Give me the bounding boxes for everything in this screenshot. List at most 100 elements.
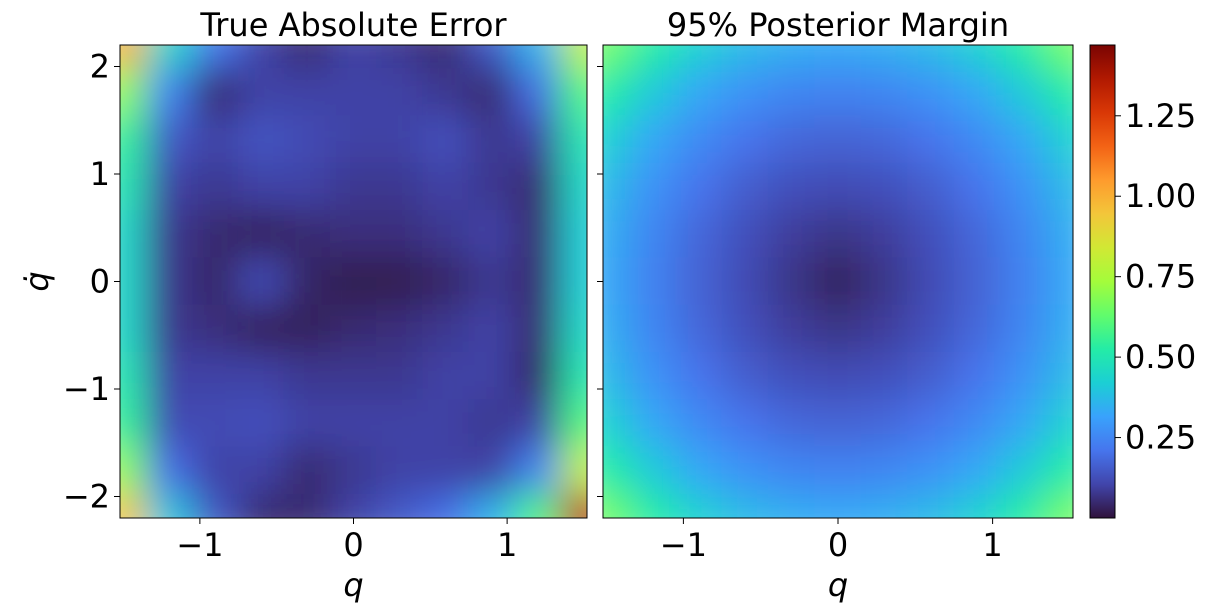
heatmap-cell bbox=[120, 257, 147, 306]
heatmap-cell bbox=[376, 162, 424, 212]
heatmap-cell bbox=[191, 162, 239, 212]
heatmap-cell bbox=[376, 257, 424, 306]
heatmap-cell bbox=[814, 68, 862, 117]
heatmap-cell bbox=[422, 162, 470, 212]
heatmap-cell bbox=[814, 162, 862, 212]
heatmap-cell bbox=[628, 399, 677, 448]
heatmap-cell bbox=[145, 68, 193, 117]
heatmap-cell bbox=[191, 304, 239, 353]
heatmap-cell bbox=[283, 115, 331, 164]
heatmap-cell bbox=[422, 45, 470, 70]
heatmap-cell bbox=[514, 210, 562, 259]
heatmap-cell bbox=[468, 162, 516, 212]
heatmap-cell bbox=[721, 446, 769, 495]
heatmap-cell bbox=[145, 257, 193, 306]
heatmap-cell bbox=[120, 304, 147, 353]
heatmap-cell bbox=[237, 45, 285, 70]
heatmap-cell bbox=[329, 493, 378, 518]
heatmap-cell bbox=[560, 257, 587, 306]
heatmap-cell bbox=[675, 399, 723, 448]
heatmap-cell bbox=[191, 399, 239, 448]
heatmap-cell bbox=[120, 493, 147, 518]
heatmap-cell bbox=[560, 115, 587, 164]
heatmap-cell bbox=[283, 446, 331, 495]
heatmap-cell bbox=[814, 304, 862, 353]
heatmap-cell bbox=[283, 210, 331, 259]
heatmap-cell bbox=[329, 399, 378, 448]
heatmap-cell bbox=[721, 399, 769, 448]
heatmap-cell bbox=[237, 304, 285, 353]
heatmap-cell bbox=[860, 68, 909, 117]
heatmap-cell bbox=[675, 68, 723, 117]
heatmap-cell bbox=[767, 351, 816, 401]
heatmap-cell bbox=[907, 493, 955, 518]
heatmap-cell bbox=[907, 304, 955, 353]
heatmap-cell bbox=[907, 45, 955, 70]
heatmap-cell bbox=[329, 115, 378, 164]
heatmap-cell bbox=[145, 115, 193, 164]
heatmap-cell bbox=[376, 399, 424, 448]
heatmap-cell bbox=[237, 257, 285, 306]
heatmap-cell bbox=[283, 304, 331, 353]
heatmap-cell bbox=[999, 162, 1048, 212]
heatmap-cell bbox=[468, 257, 516, 306]
heatmap-cell bbox=[860, 115, 909, 164]
heatmap-cell bbox=[422, 68, 470, 117]
heatmap-cell bbox=[999, 446, 1048, 495]
heatmap-cell bbox=[767, 399, 816, 448]
heatmap-cell bbox=[1046, 45, 1073, 70]
heatmap-cell bbox=[953, 68, 1001, 117]
heatmap-cell bbox=[514, 304, 562, 353]
heatmap-cell bbox=[560, 162, 587, 212]
heatmap-cell bbox=[468, 210, 516, 259]
heatmap-cell bbox=[603, 304, 630, 353]
heatmap-cell bbox=[675, 351, 723, 401]
heatmap-cell bbox=[628, 304, 677, 353]
heatmap-cell bbox=[514, 162, 562, 212]
heatmap-cell bbox=[422, 210, 470, 259]
heatmap-cell bbox=[999, 210, 1048, 259]
heatmap-cell bbox=[560, 68, 587, 117]
heatmap-cell bbox=[560, 304, 587, 353]
heatmap-cell bbox=[603, 162, 630, 212]
heatmap-cell bbox=[145, 45, 193, 70]
heatmap-cell bbox=[860, 304, 909, 353]
heatmap-cell bbox=[814, 446, 862, 495]
heatmap-cell bbox=[860, 351, 909, 401]
heatmap-cell bbox=[1046, 493, 1073, 518]
heatmap-cell bbox=[237, 446, 285, 495]
heatmap-cell bbox=[953, 257, 1001, 306]
heatmap-cell bbox=[953, 304, 1001, 353]
heatmap-cell bbox=[907, 210, 955, 259]
heatmap-cell bbox=[376, 493, 424, 518]
heatmap-cell bbox=[767, 68, 816, 117]
heatmap-cell bbox=[999, 115, 1048, 164]
heatmap-cell bbox=[237, 68, 285, 117]
heatmap-cell bbox=[1046, 304, 1073, 353]
heatmap-cell bbox=[560, 399, 587, 448]
heatmap-cell bbox=[376, 68, 424, 117]
heatmap-cell bbox=[468, 351, 516, 401]
heatmap-cell bbox=[767, 304, 816, 353]
y-tick-label: −1 bbox=[63, 370, 110, 408]
heatmap-cell bbox=[191, 257, 239, 306]
heatmap-cell bbox=[283, 257, 331, 306]
heatmap-cell bbox=[191, 210, 239, 259]
heatmap-cell bbox=[907, 257, 955, 306]
heatmap-cell bbox=[237, 493, 285, 518]
heatmap-cell bbox=[120, 399, 147, 448]
y-tick-label: 0 bbox=[90, 263, 110, 301]
heatmap-cell bbox=[628, 351, 677, 401]
heatmap-cell bbox=[514, 493, 562, 518]
heatmap-cell bbox=[767, 115, 816, 164]
heatmap-cell bbox=[191, 68, 239, 117]
heatmap-cell bbox=[999, 45, 1048, 70]
heatmap-cell bbox=[675, 304, 723, 353]
heatmap-cell bbox=[376, 115, 424, 164]
heatmap-cell bbox=[560, 493, 587, 518]
heatmap-cell bbox=[422, 446, 470, 495]
heatmap-cell bbox=[999, 351, 1048, 401]
heatmap-cell bbox=[953, 45, 1001, 70]
heatmap-cell bbox=[999, 304, 1048, 353]
heatmap-cell bbox=[237, 351, 285, 401]
